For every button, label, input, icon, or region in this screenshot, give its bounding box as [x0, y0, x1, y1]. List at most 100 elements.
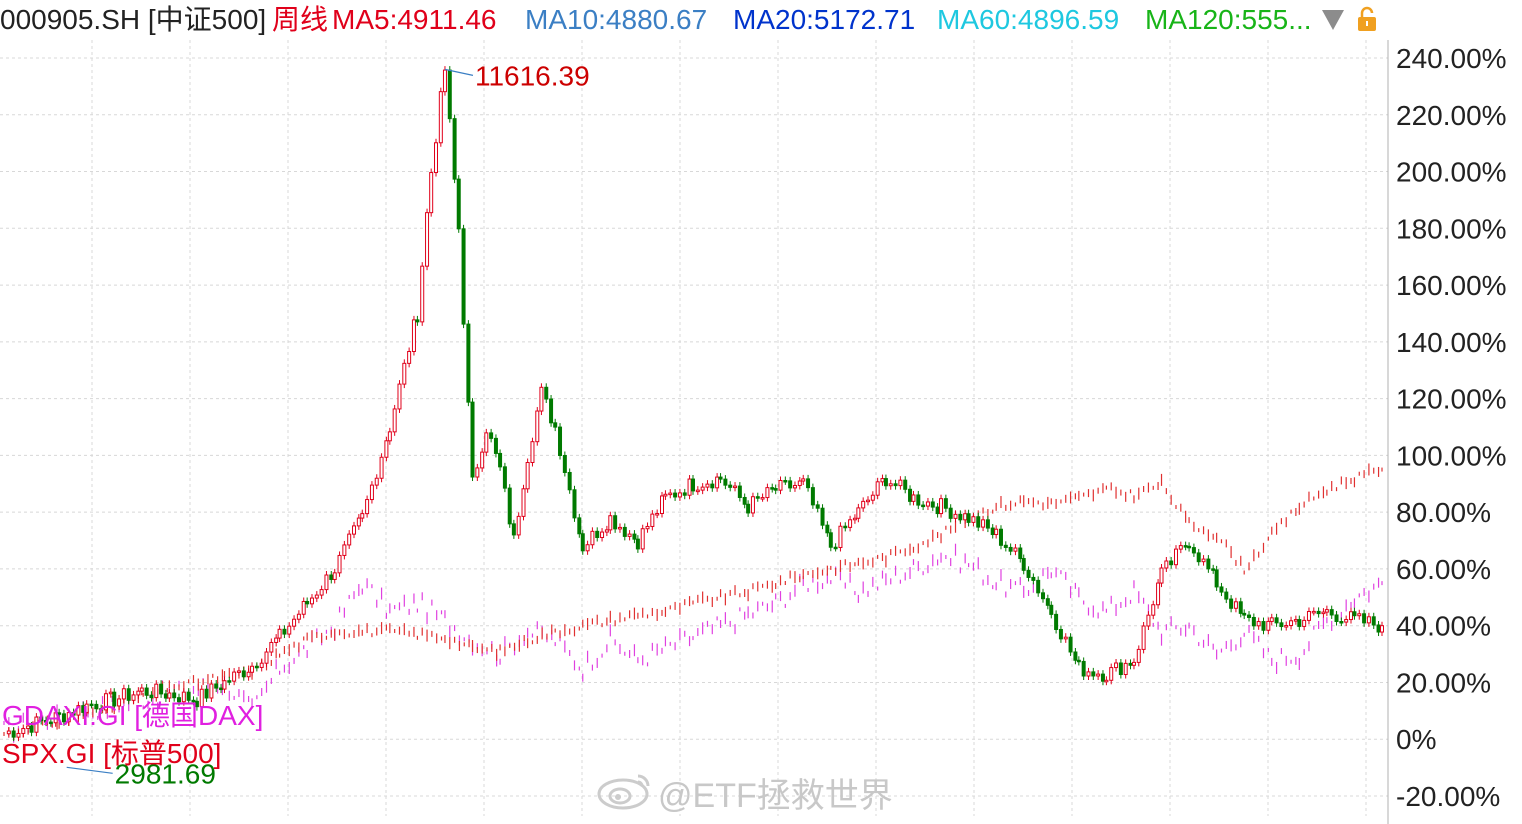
csi500-candle [1344, 619, 1349, 623]
csi500-candle [144, 687, 149, 696]
csi500-candle [903, 479, 908, 490]
csi500-candle [553, 422, 558, 428]
y-tick-label: 20.00% [1396, 667, 1491, 698]
csi500-candle [908, 488, 913, 502]
csi500-candle [332, 572, 337, 580]
csi500-candle [1321, 611, 1326, 615]
csi500-candle [783, 479, 788, 483]
csi500-candle [695, 489, 700, 493]
csi500-candle [687, 478, 692, 496]
csi500-candle [843, 525, 848, 529]
y-tick-label: 60.00% [1396, 554, 1491, 585]
csi500-candle [452, 118, 457, 180]
csi500-candle [1376, 624, 1381, 633]
csi500-candle [352, 525, 357, 535]
csi500-candle [966, 513, 971, 523]
csi500-candle [475, 467, 480, 478]
csi500-candle [1229, 598, 1234, 609]
csi500-candle [1076, 659, 1081, 663]
csi500-candle [374, 477, 379, 486]
csi500-candle [172, 692, 177, 699]
csi500-candle [715, 476, 720, 489]
csi500-candle [1380, 625, 1384, 633]
csi500-candle [456, 178, 461, 230]
csi500-candle [269, 641, 274, 653]
csi500-candle [622, 526, 627, 537]
lock-icon[interactable] [1356, 6, 1378, 32]
csi500-candle [1306, 610, 1311, 621]
csi500-candle [71, 712, 76, 716]
csi500-candle [1178, 545, 1183, 550]
csi500-candle [755, 496, 760, 499]
csi500-candle [577, 517, 582, 535]
csi500-candle [549, 398, 554, 424]
csi500-candle [314, 594, 319, 599]
csi500-candle [516, 515, 521, 536]
csi500-candle [392, 408, 397, 433]
csi500-candle [558, 426, 563, 456]
csi500-candle [287, 625, 292, 635]
csi500-candle [981, 519, 986, 528]
csi500-candle [585, 544, 590, 552]
csi500-candle [387, 431, 392, 442]
csi500-candle [329, 574, 334, 580]
csi500-candle [44, 720, 49, 723]
csi500-candle [1334, 614, 1339, 623]
csi500-candle [1026, 569, 1031, 578]
csi500-candle [112, 691, 117, 707]
csi500-candle [673, 492, 678, 498]
csi500-candle [921, 504, 926, 508]
csi500-candle [1045, 598, 1050, 606]
y-tick-label: 240.00% [1396, 43, 1507, 74]
csi500-candle [948, 507, 953, 519]
csi500-candle [539, 386, 544, 412]
csi500-candle [1183, 545, 1188, 548]
csi500-candle [493, 437, 498, 454]
csi500-candle [562, 454, 567, 473]
csi500-candle [199, 688, 204, 708]
csi500-candle [765, 487, 770, 499]
high-pointer [444, 68, 474, 76]
y-tick-label: 160.00% [1396, 270, 1507, 301]
legend-dax: GDAXI.GI [德国DAX] [2, 700, 264, 731]
csi500-candle [1339, 621, 1344, 624]
csi500-candle [429, 172, 434, 214]
csi500-candle [121, 688, 126, 700]
y-tick-label: 40.00% [1396, 611, 1491, 642]
csi500-candle [365, 499, 370, 515]
csi500-candle [608, 515, 613, 531]
csi500-candle [645, 525, 650, 530]
csi500-candle [61, 713, 66, 723]
csi500-candle [1008, 546, 1013, 552]
csi500-candle [21, 728, 26, 734]
csi500-candle [632, 533, 637, 540]
csi500-candle [99, 708, 104, 711]
csi500-candle [1104, 679, 1109, 683]
csi500-candle [1233, 601, 1238, 609]
csi500-candle [282, 628, 287, 635]
csi500-candle [1293, 619, 1298, 622]
csi500-candle [222, 680, 227, 690]
csi500-candle [305, 600, 310, 605]
csi500-candle [1311, 610, 1316, 614]
csi500-candle [1201, 558, 1206, 563]
y-tick-label: 100.00% [1396, 440, 1507, 471]
csi500-candle [521, 488, 526, 517]
triangle-down-icon[interactable] [1322, 10, 1344, 30]
csi500-candle [1156, 582, 1161, 606]
csi500-candle [29, 725, 34, 733]
weibo-logo-icon [597, 774, 650, 810]
csi500-candle [1362, 613, 1367, 624]
csi500-candle [700, 486, 705, 491]
csi500-candle [773, 488, 778, 491]
csi500-candle [737, 485, 742, 498]
csi500-candle [861, 500, 866, 509]
csi500-candle [925, 501, 930, 507]
csi500-candle [828, 532, 833, 548]
csi500-candle [1297, 619, 1302, 627]
csi500-candle [820, 507, 825, 526]
csi500-candle [750, 496, 755, 514]
csi500-candle [324, 574, 329, 591]
csi500-candle [480, 451, 485, 469]
csi500-candle [788, 480, 793, 489]
